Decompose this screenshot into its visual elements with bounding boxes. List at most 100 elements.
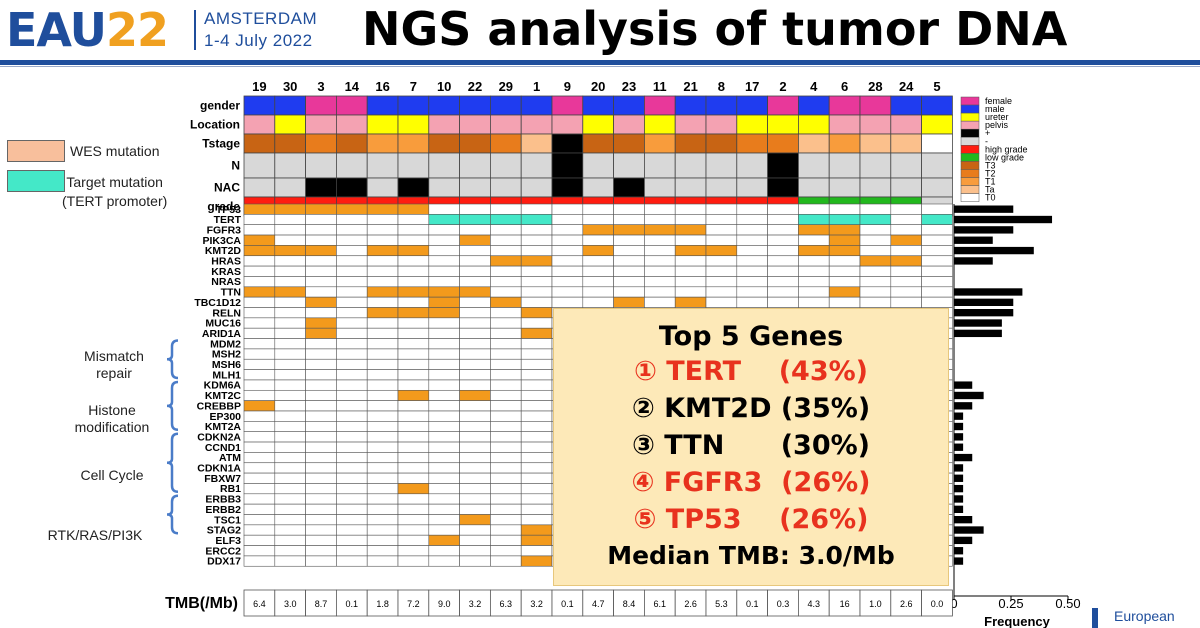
target-mutation-cell-tert-22: [459, 214, 491, 226]
clinical-cell-gender-1: [520, 95, 553, 116]
gene-cell-kras-28: [859, 265, 892, 277]
gene-cell-crebbp-1: [520, 400, 553, 412]
gene-cell-tp53-23: [613, 203, 645, 215]
gene-cell-nras-1: [520, 276, 553, 288]
tmb-cell-20: [582, 589, 614, 617]
clinical-cell-nac-24: [890, 177, 922, 198]
gene-cell-kmt2d-17: [736, 245, 768, 257]
gene-cell-fbxw7-10: [428, 472, 460, 484]
clinical-cell-nac-7: [397, 177, 430, 198]
gene-cell-msh6-3: [305, 358, 337, 370]
gene-cell-atm-7: [397, 452, 430, 464]
clinical-legend-swatch-3: [960, 120, 980, 130]
gene-cell-mlh1-1: [520, 369, 553, 381]
gene-cell-ercc2-1: [520, 545, 553, 557]
gene-cell-kmt2a-14: [336, 421, 368, 433]
gene-cell-fgfr3-3: [305, 224, 337, 236]
tmb-value-17: 0.1: [746, 599, 759, 609]
patient-id-9: 9: [564, 79, 571, 94]
gene-cell-cdkn2a-19: [243, 431, 276, 443]
clinical-legend-swatch-1: [960, 104, 980, 114]
gene-cell-nras-4: [798, 276, 830, 288]
clinical-cell-n-22: [459, 152, 491, 179]
gene-cell-nras-9: [551, 276, 584, 288]
wes-mutation-cell-hras-1: [520, 255, 553, 267]
tmb-cell-5: [921, 589, 953, 617]
gene-label-stag2: STAG2: [207, 525, 241, 537]
gene-label-msh2: MSH2: [212, 349, 241, 361]
gene-cell-mlh1-30: [274, 369, 306, 381]
gene-cell-ep300-30: [274, 410, 306, 422]
gene-cell-cdkn1a-22: [459, 462, 491, 474]
gene-cell-elf3-7: [397, 534, 430, 546]
gene-label-tert: TERT: [214, 214, 242, 226]
tmb-label: TMB(/Mb): [165, 595, 238, 612]
gene-cell-ccnd1-30: [274, 441, 306, 453]
gene-cell-nras-14: [336, 276, 368, 288]
gene-cell-fbxw7-7: [397, 472, 430, 484]
gene-cell-mdm2-7: [397, 338, 430, 350]
frequency-bar-fbxw7: [954, 474, 964, 482]
congress-dates: 1-4 July 2022: [204, 31, 313, 50]
gene-cell-atm-10: [428, 452, 460, 464]
gene-cell-ccnd1-19: [243, 441, 276, 453]
gene-label-muc16: MUC16: [205, 318, 241, 330]
gene-cell-atm-3: [305, 452, 337, 464]
clinical-cell-location-19: [243, 114, 276, 135]
gene-cell-cdkn1a-30: [274, 462, 306, 474]
gene-cell-erbb3-14: [336, 493, 368, 505]
clinical-cell-tstage-28: [859, 133, 892, 154]
wes-mutation-cell-rb1-7: [397, 483, 430, 495]
gene-cell-tsc1-30: [274, 514, 306, 526]
clinical-cell-nac-16: [366, 177, 399, 198]
clinical-cell-location-29: [489, 114, 522, 135]
gene-cell-ccnd1-29: [490, 441, 522, 453]
tmb-value-2: 0.3: [777, 599, 790, 609]
frequency-bar-fgfr3: [954, 226, 1014, 234]
gene-label-ercc2: ERCC2: [205, 545, 241, 557]
gene-cell-kdm6a-1: [520, 379, 553, 391]
frequency-bar-ercc2: [954, 547, 964, 555]
group-label-cell-cycle: Cell Cycle: [80, 467, 144, 483]
gene-cell-fgfr3-10: [428, 224, 460, 236]
clinical-cell-gender-30: [274, 95, 306, 116]
clinical-cell-gender-14: [335, 95, 368, 116]
gene-cell-mdm2-22: [459, 338, 491, 350]
wes-mutation-cell-kmt2d-4: [798, 245, 830, 257]
gene-cell-kmt2c-3: [305, 389, 337, 401]
gene-cell-kmt2a-1: [520, 421, 553, 433]
gene-cell-ercc2-3: [305, 545, 337, 557]
tmb-value-22: 3.2: [469, 599, 482, 609]
gene-cell-kras-1: [520, 265, 553, 277]
gene-cell-kras-21: [674, 265, 707, 277]
clinical-cell-gender-21: [674, 95, 707, 116]
gene-cell-cdkn1a-3: [305, 462, 337, 474]
clinical-cell-gender-28: [859, 95, 892, 116]
clinical-cell-nac-8: [705, 177, 738, 198]
gene-cell-kmt2a-30: [274, 421, 306, 433]
gene-cell-ttn-17: [736, 286, 768, 298]
summary-median-tmb: Median TMB: 3.0/Mb: [607, 541, 895, 570]
wes-mutation-cell-reln-1: [520, 307, 553, 319]
gene-cell-kras-3: [305, 265, 337, 277]
wes-mutation-cell-tp53-30: [274, 203, 306, 215]
clinical-legend-swatch-12: [960, 193, 980, 202]
clinical-legend-label-4: +: [985, 128, 990, 138]
tmb-value-28: 1.0: [869, 599, 882, 609]
gene-cell-ddx17-14: [336, 555, 368, 567]
frequency-bar-tsc1: [954, 516, 973, 524]
gene-cell-msh6-19: [243, 358, 276, 370]
tmb-value-24: 2.6: [900, 599, 913, 609]
gene-cell-erbb3-22: [459, 493, 491, 505]
tmb-cell-30: [274, 589, 306, 617]
clinical-cell-n-29: [489, 152, 522, 179]
gene-cell-ttn-3: [305, 286, 337, 298]
gene-cell-pik3ca-23: [613, 234, 645, 246]
clinical-row-label-location: Location: [190, 118, 240, 132]
clinical-cell-tstage-16: [366, 133, 399, 154]
gene-cell-rb1-3: [305, 483, 337, 495]
gene-label-arid1a: ARID1A: [202, 328, 242, 340]
gene-cell-kdm6a-10: [428, 379, 460, 391]
gene-cell-cdkn2a-22: [459, 431, 491, 443]
tmb-value-29: 6.3: [500, 599, 513, 609]
